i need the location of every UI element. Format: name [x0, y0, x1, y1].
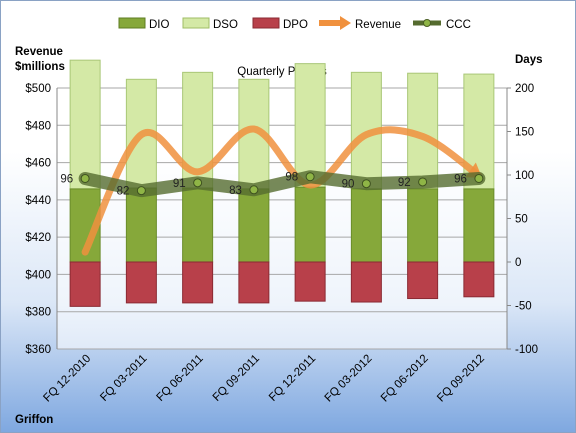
right-tick-label: -50 [515, 301, 532, 313]
bar-dio [407, 188, 439, 263]
ccc-data-label: 91 [173, 178, 186, 190]
ccc-data-label: 92 [398, 177, 411, 189]
bar-dpo [69, 261, 101, 307]
x-axis-labels: FQ 12-2010 FQ 03-2011 FQ 06-2011 FQ 09-2011… [41, 353, 487, 405]
y-left-label-line1: Revenue [15, 46, 63, 58]
legend-swatch-revenue [319, 16, 351, 30]
bar-dpo [350, 261, 382, 303]
left-tick-label: $440 [25, 195, 51, 207]
left-tick-label: $480 [25, 120, 51, 132]
left-tick-label: $500 [25, 83, 51, 95]
left-tick-label: $380 [25, 307, 51, 319]
left-tick-label: $420 [25, 232, 51, 244]
right-tick-label: 0 [515, 257, 521, 269]
x-tick-label: FQ 12-2010 [41, 353, 93, 405]
bar-dpo [407, 261, 439, 300]
x-tick-label: FQ 06-2012 [379, 353, 431, 405]
y-left-label-line2: $millions [15, 61, 65, 73]
ccc-data-label: 83 [229, 185, 242, 197]
x-tick-label: FQ 09-2012 [435, 353, 487, 405]
plot-area [57, 88, 507, 349]
company-name: Griffon [15, 414, 53, 426]
ccc-data-label: 82 [117, 186, 130, 198]
ccc-point [80, 173, 90, 183]
legend-label-dpo: DPO [283, 19, 308, 31]
ccc-data-label: 96 [60, 173, 73, 185]
ccc-point [193, 178, 203, 188]
legend-label-dso: DSO [213, 19, 238, 31]
y-right-label: Days [515, 54, 543, 66]
bar-dio [238, 188, 270, 263]
bar-dpo [125, 261, 157, 304]
ccc-point [305, 172, 315, 182]
ccc-point [418, 177, 428, 187]
bar-dpo [182, 261, 214, 304]
ccc-line [78, 170, 486, 198]
legend-swatch-dio [118, 17, 146, 29]
ccc-point [361, 179, 371, 189]
ccc-data-label: 90 [342, 179, 355, 191]
x-tick-label: FQ 09-2011 [211, 353, 262, 404]
bar-dio [294, 186, 326, 263]
x-tick-label: FQ 03-2012 [323, 353, 375, 405]
bar-dio [463, 188, 495, 263]
bar-dpo [463, 261, 495, 298]
legend-label-dio: DIO [149, 19, 170, 31]
right-tick-label: 50 [515, 214, 528, 226]
right-tick-label: 150 [515, 127, 534, 139]
right-tick-label: 200 [515, 83, 534, 95]
ccc-data-label: 96 [454, 173, 467, 185]
x-tick-label: FQ 12-2011 [267, 353, 318, 404]
left-tick-label: $460 [25, 158, 51, 170]
left-tick-label: $400 [25, 269, 51, 281]
legend-label-revenue: Revenue [355, 19, 401, 31]
bar-dpo [294, 261, 326, 302]
gridlines [56, 87, 508, 350]
ccc-point [136, 186, 146, 196]
revenue-line [81, 125, 483, 256]
bar-dio [350, 188, 382, 263]
ccc-point [249, 185, 259, 195]
right-tick-label: -100 [515, 344, 538, 356]
legend-label-ccc: CCC [446, 19, 471, 31]
bar-dio [125, 187, 157, 263]
legend-swatch-dso [182, 17, 210, 29]
x-tick-label: FQ 06-2011 [154, 353, 205, 404]
ccc-data-label: 98 [285, 172, 298, 184]
data-labels: 96 82 91 83 98 90 92 96 [60, 172, 467, 198]
left-axis-ticks: $360 $380 $400 $420 $440 $460 $480 $500 [25, 83, 51, 356]
bar-dso [294, 63, 326, 188]
legend-swatch-dpo [252, 17, 280, 29]
x-tick-label: FQ 03-2011 [98, 353, 149, 404]
legend: DIO DSO DPO Revenue CCC [118, 16, 471, 31]
ccc-point [474, 173, 484, 183]
bar-dso [69, 59, 101, 190]
left-tick-label: $360 [25, 344, 51, 356]
legend-swatch-ccc [413, 19, 441, 27]
bar-dpo [238, 261, 270, 304]
bar-dio [182, 187, 214, 263]
ccc-series [78, 170, 486, 198]
right-tick-label: 100 [515, 170, 534, 182]
right-axis-ticks: -100 -50 0 50 100 150 200 [507, 83, 538, 356]
